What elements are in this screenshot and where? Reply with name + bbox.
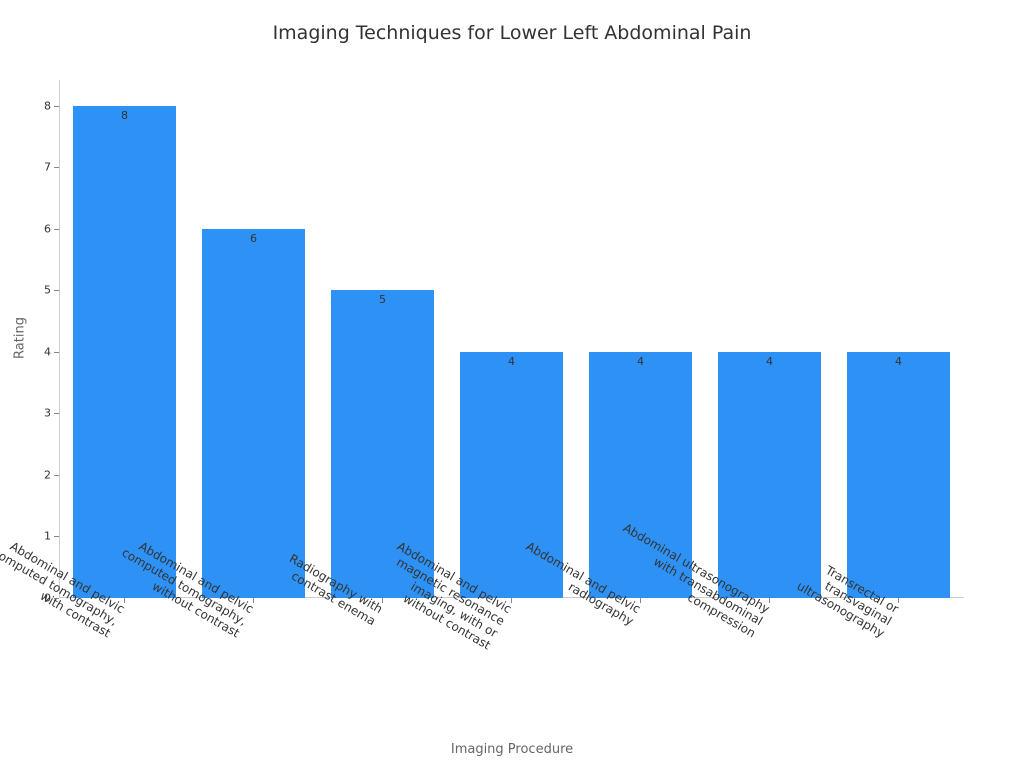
- y-tick-label: 7: [44, 160, 51, 174]
- y-tick-label: 0: [44, 591, 51, 605]
- y-tick: [54, 290, 59, 291]
- x-tick: [898, 598, 899, 603]
- x-tick: [253, 598, 254, 603]
- bar-value-label: 4: [508, 355, 515, 368]
- bar: 8: [73, 106, 176, 598]
- y-tick: [54, 229, 59, 230]
- bar: 4: [847, 352, 950, 598]
- y-tick: [54, 536, 59, 537]
- bar-value-label: 8: [121, 109, 128, 122]
- bar-value-label: 5: [379, 293, 386, 306]
- y-tick-label: 6: [44, 222, 51, 236]
- y-tick: [54, 167, 59, 168]
- chart-title: Imaging Techniques for Lower Left Abdomi…: [272, 22, 752, 44]
- x-tick: [382, 598, 383, 603]
- bar: 4: [589, 352, 692, 598]
- plot-area: 0 1 2 3 4 5 6 7 8 8 6 5 4 4 4 4 Abdomina…: [0, 80, 964, 652]
- bar-value-label: 4: [766, 355, 773, 368]
- y-tick-label: 2: [44, 468, 51, 482]
- y-tick-label: 8: [44, 99, 51, 113]
- x-axis-label: Imaging Procedure: [450, 742, 574, 757]
- y-tick-label: 3: [44, 406, 51, 420]
- y-tick-label: 5: [44, 283, 51, 297]
- bar: 5: [331, 290, 434, 598]
- bar-value-label: 4: [637, 355, 644, 368]
- y-tick-label: 1: [44, 529, 51, 543]
- bar: 4: [718, 352, 821, 598]
- y-axis-line: [59, 80, 60, 598]
- bar-value-label: 4: [895, 355, 902, 368]
- x-tick: [124, 598, 125, 603]
- y-axis-label: Rating: [12, 317, 28, 359]
- x-tick: [640, 598, 641, 603]
- x-tick: [769, 598, 770, 603]
- y-tick: [54, 413, 59, 414]
- y-tick: [54, 352, 59, 353]
- bar: 4: [460, 352, 563, 598]
- y-tick: [54, 475, 59, 476]
- y-tick: [54, 598, 59, 599]
- y-tick-label: 4: [44, 345, 51, 359]
- bar-value-label: 6: [250, 232, 257, 245]
- x-tick: [511, 598, 512, 603]
- bar: 6: [202, 229, 305, 598]
- y-tick: [54, 106, 59, 107]
